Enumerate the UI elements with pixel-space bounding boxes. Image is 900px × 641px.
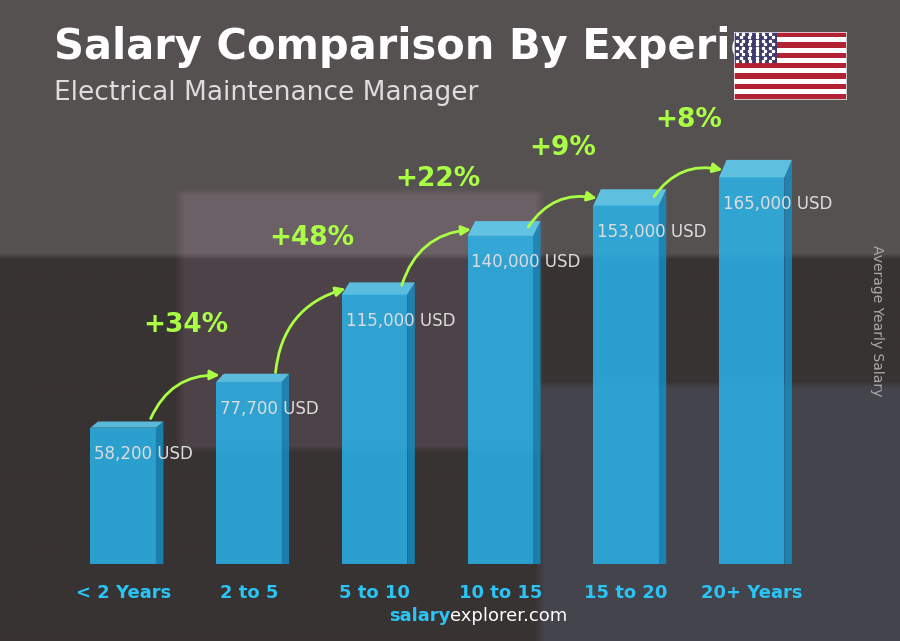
Polygon shape bbox=[91, 422, 164, 428]
Polygon shape bbox=[593, 189, 666, 205]
Polygon shape bbox=[216, 374, 289, 382]
Bar bbox=[734, 47, 846, 53]
Polygon shape bbox=[468, 236, 533, 564]
Text: 5 to 10: 5 to 10 bbox=[339, 584, 410, 602]
Polygon shape bbox=[659, 189, 666, 564]
Text: Salary Comparison By Experience: Salary Comparison By Experience bbox=[54, 26, 842, 68]
Polygon shape bbox=[785, 160, 792, 564]
Text: 15 to 20: 15 to 20 bbox=[584, 584, 668, 602]
Polygon shape bbox=[342, 283, 415, 294]
Text: Electrical Maintenance Manager: Electrical Maintenance Manager bbox=[54, 80, 479, 106]
Text: 140,000 USD: 140,000 USD bbox=[472, 253, 580, 272]
Bar bbox=[734, 94, 846, 99]
Text: 58,200 USD: 58,200 USD bbox=[94, 445, 194, 463]
Polygon shape bbox=[593, 205, 659, 564]
Text: < 2 Years: < 2 Years bbox=[76, 584, 171, 602]
Text: +9%: +9% bbox=[530, 135, 597, 162]
Text: explorer.com: explorer.com bbox=[450, 607, 567, 625]
Text: +34%: +34% bbox=[143, 312, 229, 338]
Text: 77,700 USD: 77,700 USD bbox=[220, 399, 319, 417]
Polygon shape bbox=[468, 221, 541, 236]
Polygon shape bbox=[408, 283, 415, 564]
Bar bbox=[734, 42, 846, 47]
Text: 10 to 15: 10 to 15 bbox=[459, 584, 542, 602]
Polygon shape bbox=[719, 160, 792, 178]
Text: +48%: +48% bbox=[269, 224, 355, 251]
Bar bbox=[734, 63, 846, 69]
Bar bbox=[734, 58, 846, 63]
Polygon shape bbox=[719, 178, 785, 564]
Bar bbox=[734, 32, 777, 63]
Bar bbox=[734, 37, 846, 42]
Bar bbox=[734, 74, 846, 79]
Text: Average Yearly Salary: Average Yearly Salary bbox=[870, 245, 885, 396]
Bar bbox=[734, 84, 846, 89]
Text: 165,000 USD: 165,000 USD bbox=[723, 195, 832, 213]
Text: salary: salary bbox=[389, 607, 450, 625]
Bar bbox=[734, 79, 846, 84]
Polygon shape bbox=[91, 428, 156, 564]
Polygon shape bbox=[216, 382, 282, 564]
Text: 153,000 USD: 153,000 USD bbox=[597, 223, 706, 241]
Text: 2 to 5: 2 to 5 bbox=[220, 584, 278, 602]
Text: 115,000 USD: 115,000 USD bbox=[346, 312, 455, 330]
Text: +8%: +8% bbox=[655, 107, 723, 133]
Polygon shape bbox=[282, 374, 289, 564]
Text: 20+ Years: 20+ Years bbox=[701, 584, 803, 602]
Polygon shape bbox=[342, 294, 408, 564]
Bar bbox=[734, 32, 846, 37]
Bar bbox=[734, 69, 846, 74]
Bar bbox=[734, 89, 846, 94]
Bar bbox=[734, 53, 846, 58]
Polygon shape bbox=[533, 221, 541, 564]
Text: +22%: +22% bbox=[395, 166, 480, 192]
Polygon shape bbox=[156, 422, 164, 564]
